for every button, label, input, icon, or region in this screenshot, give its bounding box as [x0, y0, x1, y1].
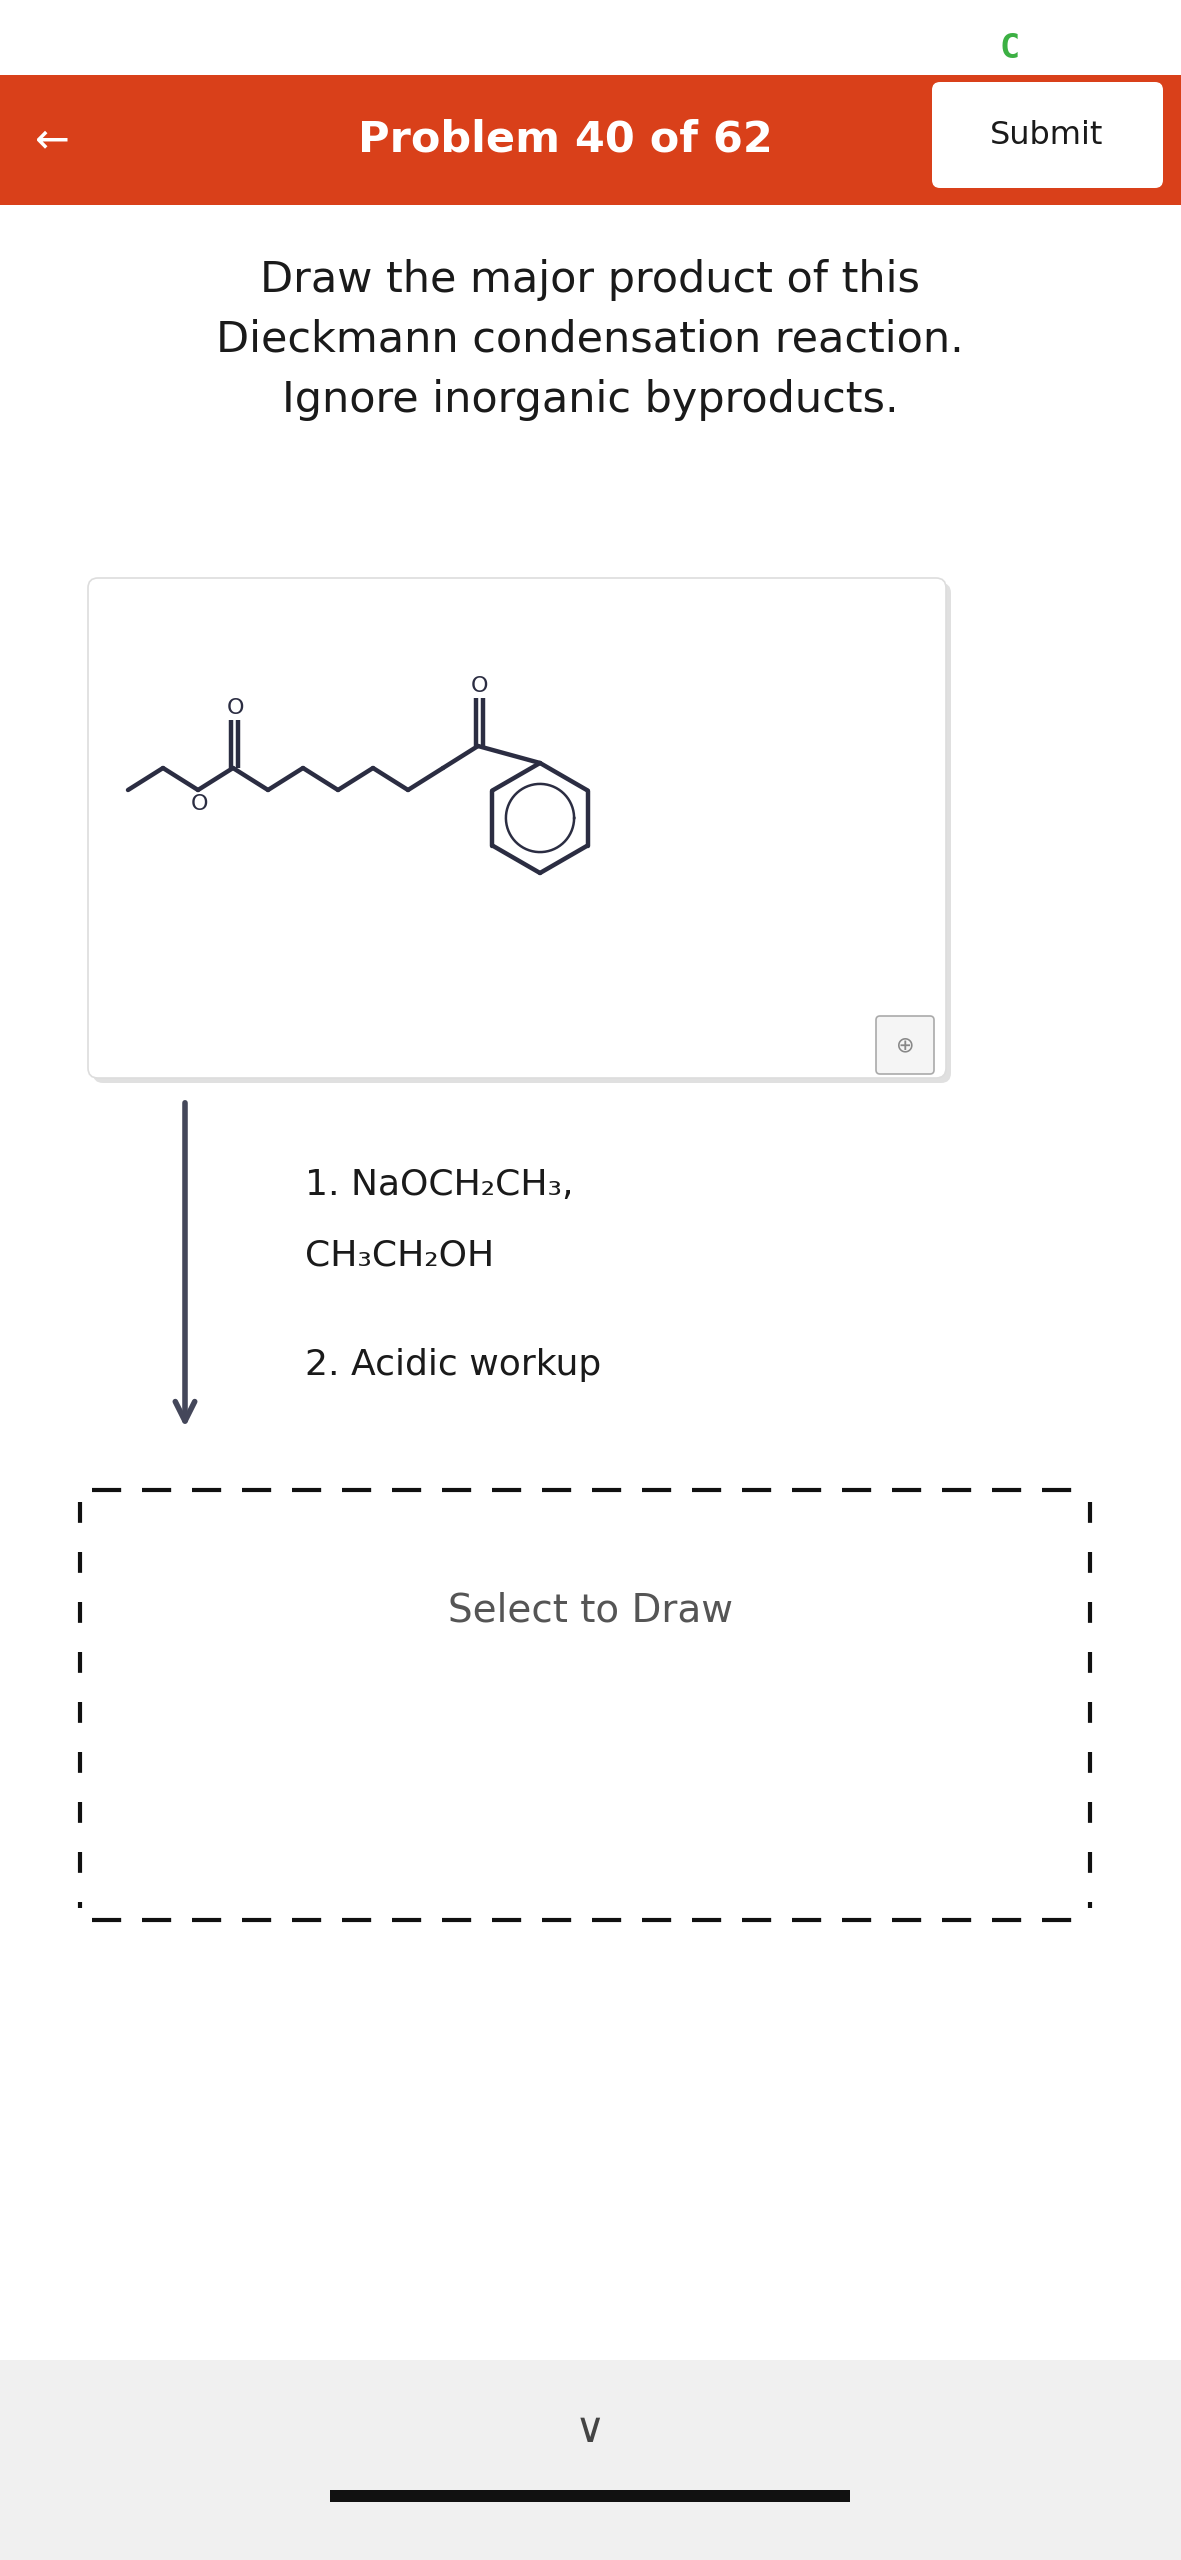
- Text: C: C: [1000, 31, 1020, 64]
- Bar: [0, 74, 1181, 205]
- Text: ∨: ∨: [575, 2409, 605, 2450]
- Text: Submit: Submit: [991, 120, 1104, 151]
- Text: O: O: [471, 676, 489, 696]
- FancyBboxPatch shape: [89, 579, 946, 1078]
- Bar: [0, 2360, 1181, 2560]
- Bar: [329, 2491, 850, 2501]
- Text: ⊕: ⊕: [895, 1034, 914, 1055]
- FancyBboxPatch shape: [932, 82, 1163, 187]
- Text: 2. Acidic workup: 2. Acidic workup: [305, 1349, 601, 1382]
- Text: Problem 40 of 62: Problem 40 of 62: [358, 118, 772, 161]
- Text: ←: ←: [34, 118, 70, 161]
- Text: 1. NaOCH₂CH₃,: 1. NaOCH₂CH₃,: [305, 1167, 574, 1203]
- Text: O: O: [227, 699, 243, 717]
- FancyBboxPatch shape: [876, 1016, 934, 1075]
- Text: O: O: [191, 794, 209, 814]
- Text: Dieckmann condensation reaction.: Dieckmann condensation reaction.: [216, 320, 964, 361]
- Text: Ignore inorganic byproducts.: Ignore inorganic byproducts.: [282, 379, 899, 420]
- Text: Select to Draw: Select to Draw: [448, 1590, 732, 1628]
- Text: Draw the major product of this: Draw the major product of this: [260, 259, 920, 302]
- Text: CH₃CH₂OH: CH₃CH₂OH: [305, 1239, 494, 1272]
- FancyBboxPatch shape: [93, 584, 951, 1083]
